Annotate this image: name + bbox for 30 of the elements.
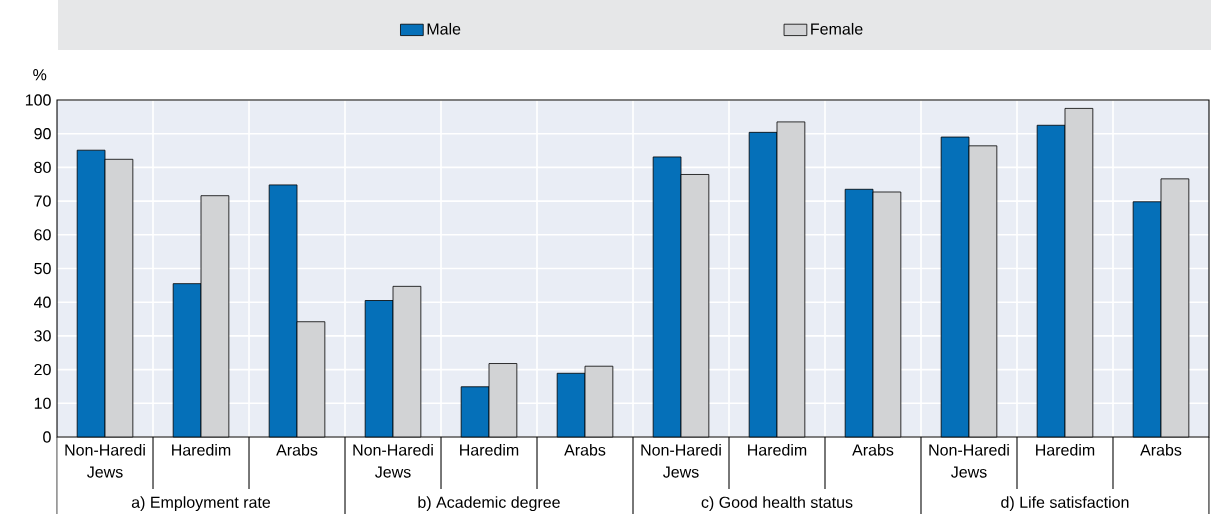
y-tick-label: 50: [34, 262, 51, 275]
y-tick-label: 80: [34, 161, 51, 174]
text: d) Life satisfaction: [1001, 496, 1129, 512]
x-tick-label: Arabs: [276, 443, 318, 456]
legend-label: Female: [811, 22, 863, 35]
y-tick-label: 10: [34, 397, 51, 409]
x-tick-label: Haredim: [460, 443, 519, 456]
y-tick-label: 90: [34, 128, 51, 140]
text: b) Academic degree: [418, 496, 560, 512]
y-tick-label: 30: [34, 330, 51, 342]
x-tick-label: Arabs: [852, 443, 894, 456]
y-tick-label: 60: [34, 229, 51, 241]
text: a) Employment rate: [131, 496, 271, 512]
x-tick-label: Arabs: [1140, 443, 1182, 456]
x-tick-label: Non-Haredi Jews: [641, 443, 721, 478]
y-tick-label: 40: [33, 296, 51, 308]
x-tick-label: Non-Haredi Jews: [65, 443, 145, 478]
y-tick-label: 20: [34, 363, 51, 376]
x-tick-label: Haredim: [748, 443, 807, 456]
y-tick-label: 70: [34, 195, 51, 207]
y-tick-label: 100: [25, 94, 51, 106]
text: c) Good health status: [701, 496, 853, 512]
x-tick-label: Non-Haredi Jews: [929, 443, 1009, 478]
y-tick-label: 0: [43, 431, 51, 443]
x-tick-label: Haredim: [1036, 443, 1095, 456]
x-tick-label: Haredim: [172, 443, 231, 456]
y-axis-title: %: [33, 69, 47, 81]
x-tick-label: Non-Haredi Jews: [353, 443, 433, 478]
legend-label: Male: [427, 22, 461, 35]
x-tick-label: Arabs: [564, 443, 606, 456]
